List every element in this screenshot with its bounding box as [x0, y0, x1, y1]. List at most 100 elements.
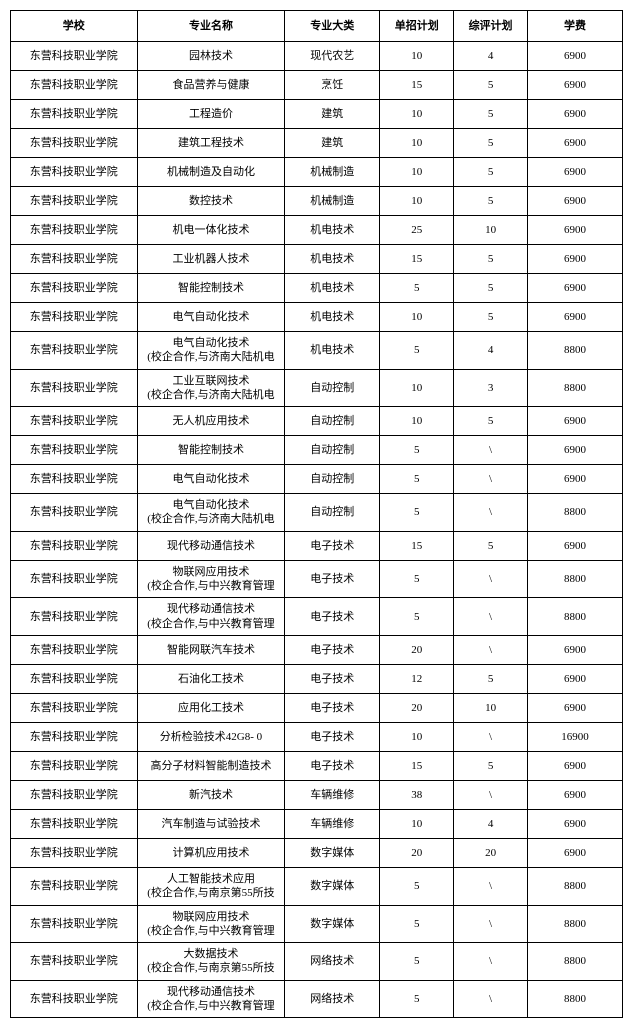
table-cell: 现代移动通信技术(校企合作,与中兴教育管理: [137, 598, 285, 636]
table-cell: 8800: [528, 980, 623, 1018]
table-cell: 10: [454, 216, 528, 245]
table-cell: 4: [454, 332, 528, 370]
table-cell: 物联网应用技术(校企合作,与中兴教育管理: [137, 560, 285, 598]
table-cell: 东营科技职业学院: [11, 838, 138, 867]
table-cell: 应用化工技术: [137, 693, 285, 722]
table-cell: 东营科技职业学院: [11, 71, 138, 100]
table-cell: 6900: [528, 780, 623, 809]
col-tuition: 学费: [528, 11, 623, 42]
table-cell: 工业互联网技术(校企合作,与济南大陆机电: [137, 369, 285, 407]
table-cell: 4: [454, 809, 528, 838]
table-cell: 东营科技职业学院: [11, 303, 138, 332]
table-cell: \: [454, 635, 528, 664]
table-cell: 石油化工技术: [137, 664, 285, 693]
table-cell: 计算机应用技术: [137, 838, 285, 867]
table-cell: 高分子材料智能制造技术: [137, 751, 285, 780]
table-cell: 数字媒体: [285, 867, 380, 905]
table-cell: 5: [380, 560, 454, 598]
table-cell: 10: [380, 303, 454, 332]
table-cell: 东营科技职业学院: [11, 867, 138, 905]
table-row: 东营科技职业学院智能网联汽车技术电子技术20\6900: [11, 635, 623, 664]
table-cell: 自动控制: [285, 465, 380, 494]
table-cell: 现代移动通信技术: [137, 531, 285, 560]
table-cell: 20: [380, 635, 454, 664]
table-cell: 电气自动化技术: [137, 303, 285, 332]
table-row: 东营科技职业学院园林技术现代农艺1046900: [11, 42, 623, 71]
table-row: 东营科技职业学院应用化工技术电子技术20106900: [11, 693, 623, 722]
table-cell: \: [454, 905, 528, 943]
table-cell: 分析检验技术42G8- 0: [137, 722, 285, 751]
table-cell: 物联网应用技术(校企合作,与中兴教育管理: [137, 905, 285, 943]
table-cell: 6900: [528, 71, 623, 100]
table-cell: 8800: [528, 867, 623, 905]
table-cell: 数字媒体: [285, 905, 380, 943]
table-header: 学校 专业名称 专业大类 单招计划 综评计划 学费: [11, 11, 623, 42]
table-row: 东营科技职业学院无人机应用技术自动控制1056900: [11, 407, 623, 436]
table-cell: 6900: [528, 635, 623, 664]
table-cell: 自动控制: [285, 407, 380, 436]
table-cell: 20: [454, 838, 528, 867]
table-cell: 电子技术: [285, 560, 380, 598]
table-cell: 电子技术: [285, 664, 380, 693]
table-cell: 15: [380, 71, 454, 100]
table-row: 东营科技职业学院食品营养与健康烹饪1556900: [11, 71, 623, 100]
table-cell: \: [454, 465, 528, 494]
table-cell: 电子技术: [285, 598, 380, 636]
table-cell: 东营科技职业学院: [11, 664, 138, 693]
table-row: 东营科技职业学院物联网应用技术(校企合作,与中兴教育管理数字媒体5\8800: [11, 905, 623, 943]
table-cell: \: [454, 867, 528, 905]
table-row: 东营科技职业学院分析检验技术42G8- 0电子技术10\16900: [11, 722, 623, 751]
table-row: 东营科技职业学院工程造价建筑1056900: [11, 100, 623, 129]
table-cell: 6900: [528, 42, 623, 71]
table-cell: 数控技术: [137, 187, 285, 216]
table-row: 东营科技职业学院人工智能技术应用(校企合作,与南京第55所技数字媒体5\8800: [11, 867, 623, 905]
table-cell: 5: [380, 436, 454, 465]
table-cell: 机电一体化技术: [137, 216, 285, 245]
table-cell: 5: [380, 332, 454, 370]
table-cell: 8800: [528, 560, 623, 598]
table-cell: 6900: [528, 436, 623, 465]
table-cell: 网络技术: [285, 980, 380, 1018]
table-cell: 机电技术: [285, 216, 380, 245]
table-cell: \: [454, 436, 528, 465]
table-cell: 机电技术: [285, 332, 380, 370]
table-cell: 10: [380, 158, 454, 187]
table-cell: 东营科技职业学院: [11, 560, 138, 598]
table-cell: 东营科技职业学院: [11, 980, 138, 1018]
table-cell: 6900: [528, 158, 623, 187]
table-row: 东营科技职业学院工业机器人技术机电技术1556900: [11, 245, 623, 274]
table-cell: 10: [380, 369, 454, 407]
table-cell: 20: [380, 838, 454, 867]
table-cell: 10: [380, 100, 454, 129]
table-cell: 无人机应用技术: [137, 407, 285, 436]
table-cell: \: [454, 780, 528, 809]
table-cell: 5: [454, 158, 528, 187]
table-row: 东营科技职业学院石油化工技术电子技术1256900: [11, 664, 623, 693]
table-cell: 数字媒体: [285, 838, 380, 867]
table-cell: 25: [380, 216, 454, 245]
table-cell: 5: [454, 303, 528, 332]
table-cell: 自动控制: [285, 369, 380, 407]
table-cell: 5: [454, 129, 528, 158]
table-cell: 东营科技职业学院: [11, 369, 138, 407]
table-cell: 东营科技职业学院: [11, 245, 138, 274]
table-cell: 东营科技职业学院: [11, 436, 138, 465]
table-cell: 东营科技职业学院: [11, 693, 138, 722]
table-cell: 6900: [528, 407, 623, 436]
table-cell: 8800: [528, 943, 623, 981]
table-cell: \: [454, 980, 528, 1018]
table-cell: \: [454, 560, 528, 598]
table-row: 东营科技职业学院计算机应用技术数字媒体20206900: [11, 838, 623, 867]
table-cell: 机电技术: [285, 303, 380, 332]
table-row: 东营科技职业学院现代移动通信技术(校企合作,与中兴教育管理电子技术5\8800: [11, 598, 623, 636]
table-cell: 建筑工程技术: [137, 129, 285, 158]
table-cell: 5: [380, 943, 454, 981]
table-row: 东营科技职业学院物联网应用技术(校企合作,与中兴教育管理电子技术5\8800: [11, 560, 623, 598]
table-row: 东营科技职业学院电气自动化技术(校企合作,与济南大陆机电机电技术548800: [11, 332, 623, 370]
table-cell: 6900: [528, 531, 623, 560]
col-plan1: 单招计划: [380, 11, 454, 42]
table-cell: 东营科技职业学院: [11, 129, 138, 158]
table-cell: 东营科技职业学院: [11, 809, 138, 838]
table-cell: 5: [380, 598, 454, 636]
table-row: 东营科技职业学院机械制造及自动化机械制造1056900: [11, 158, 623, 187]
